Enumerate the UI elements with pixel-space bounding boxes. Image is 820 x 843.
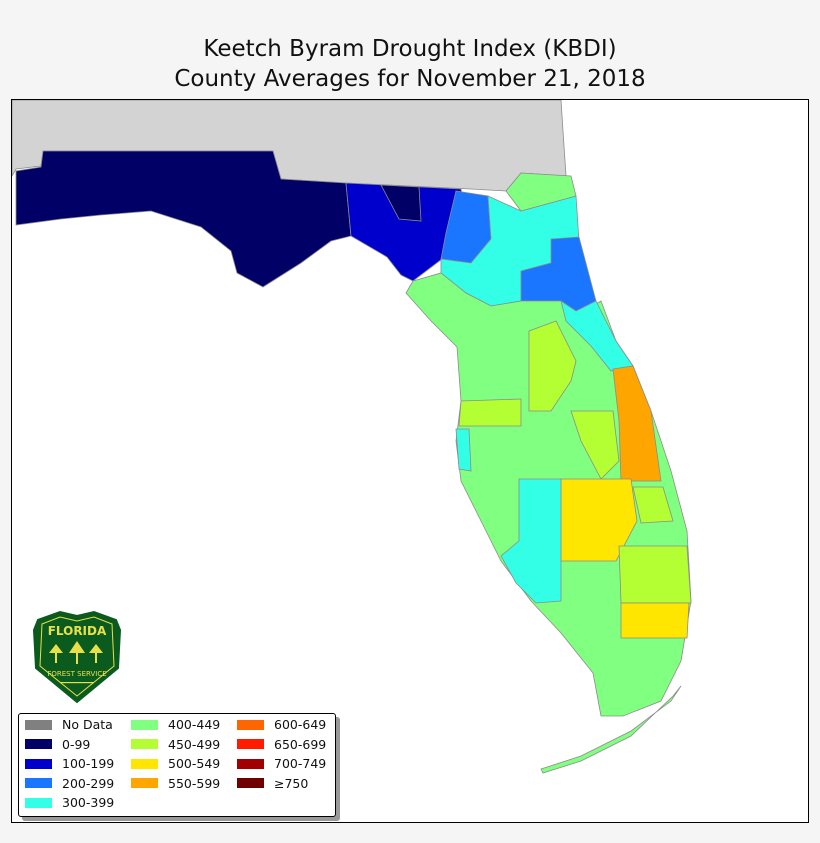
- legend-swatch: [25, 719, 52, 730]
- legend-swatch: [131, 739, 158, 749]
- legend-swatch: [131, 758, 158, 769]
- region-400-449-northeast: [505, 172, 577, 212]
- region-300-399-sw: [500, 478, 562, 604]
- legend-item: ≥750: [237, 776, 341, 791]
- legend-label: No Data: [62, 717, 113, 732]
- legend-item: No Data: [25, 717, 129, 732]
- region-500-549-south: [620, 602, 690, 639]
- logo-sub-line: [60, 682, 94, 684]
- legend-label: 500-549: [168, 756, 221, 771]
- legend-item: 650-699: [237, 737, 341, 752]
- legend: No Data 0-99 100-199 200-299 300-399 400-449 4…: [18, 713, 336, 817]
- legend-swatch: [25, 797, 52, 808]
- legend-item: 550-599: [131, 776, 235, 791]
- legend-label: 300-399: [62, 795, 115, 810]
- region-panhandle-0-99: [15, 150, 352, 288]
- legend-item: 400-449: [131, 717, 235, 732]
- legend-swatch: [25, 739, 52, 749]
- legend-label: 650-699: [274, 736, 327, 752]
- legend-item: 100-199: [25, 756, 129, 771]
- legend-swatch: [237, 758, 264, 769]
- florida-map: [12, 100, 692, 774]
- legend-label: 450-499: [168, 736, 221, 752]
- legend-item: 300-399: [25, 795, 129, 810]
- legend-label: 550-599: [168, 775, 221, 791]
- map-subtitle: County Averages for November 21, 2018: [174, 66, 646, 92]
- legend-item: 0-99: [25, 737, 129, 752]
- legend-label: 0-99: [62, 736, 91, 752]
- legend-swatch: [237, 739, 264, 749]
- map-frame: FLORIDA FOREST SERVICE No Data 0-99 100-19…: [11, 99, 809, 823]
- region-450-499-central: [528, 320, 577, 412]
- legend-item: 600-649: [237, 717, 341, 732]
- region-450-499-south: [618, 545, 692, 604]
- region-550-599: [612, 365, 662, 482]
- legend-swatch: [131, 719, 158, 730]
- florida-forest-service-logo: FLORIDA FOREST SERVICE: [32, 610, 122, 704]
- keys: [540, 685, 682, 774]
- legend-swatch: [131, 778, 158, 788]
- legend-item: 450-499: [131, 737, 235, 752]
- region-450-499-se: [632, 486, 674, 524]
- legend-label: 100-199: [62, 756, 115, 771]
- legend-swatch: [25, 758, 52, 769]
- legend-swatch: [25, 778, 52, 788]
- logo-bottom-text: FOREST SERVICE: [47, 670, 106, 678]
- map-title: Keetch Byram Drought Index (KBDI): [203, 36, 617, 62]
- region-300-399-tampa: [455, 428, 472, 472]
- region-450-499-east: [570, 410, 620, 480]
- legend-swatch: [237, 719, 264, 730]
- legend-label: 600-649: [274, 717, 327, 732]
- legend-item: 500-549: [131, 756, 235, 771]
- pine-trees-icon: [49, 641, 103, 664]
- legend-label: ≥750: [274, 775, 309, 791]
- logo-top-text: FLORIDA: [48, 624, 107, 638]
- legend-swatch: [237, 778, 264, 788]
- legend-label: 200-299: [62, 775, 115, 791]
- region-0-99-east: [380, 184, 422, 222]
- legend-label: 700-749: [274, 756, 327, 771]
- legend-label: 400-449: [168, 717, 221, 732]
- region-450-499-west: [458, 398, 522, 427]
- legend-item: 200-299: [25, 776, 129, 791]
- legend-item: 700-749: [237, 756, 341, 771]
